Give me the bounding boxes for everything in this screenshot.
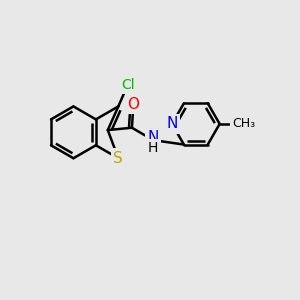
Text: O: O <box>128 97 140 112</box>
Text: Cl: Cl <box>121 78 134 92</box>
Text: H: H <box>148 141 158 155</box>
Text: N: N <box>147 130 159 145</box>
Text: CH₃: CH₃ <box>232 117 255 130</box>
Text: N: N <box>166 116 178 131</box>
Text: S: S <box>113 151 123 166</box>
